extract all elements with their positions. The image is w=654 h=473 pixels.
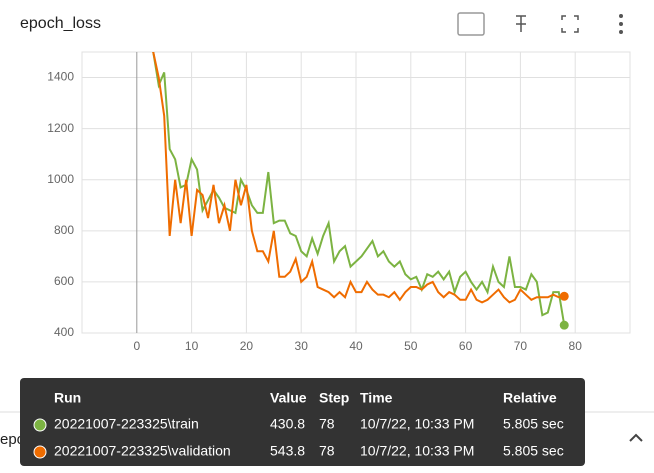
series-line bbox=[152, 52, 566, 326]
fit-icon[interactable] bbox=[457, 12, 485, 36]
pin-icon[interactable] bbox=[516, 15, 526, 32]
tooltip-header: Time bbox=[360, 390, 393, 406]
x-tick-label: 30 bbox=[295, 339, 309, 353]
fullscreen-icon[interactable] bbox=[561, 15, 579, 33]
run-swatch bbox=[33, 445, 47, 459]
x-tick-label: 50 bbox=[404, 339, 418, 353]
dot bbox=[619, 30, 623, 34]
tooltip-cell: 10/7/22, 10:33 PM bbox=[360, 443, 474, 459]
y-tick-label: 800 bbox=[54, 223, 74, 237]
y-tick-label: 600 bbox=[54, 274, 74, 288]
dot bbox=[619, 22, 623, 26]
toolbar[interactable] bbox=[457, 12, 579, 36]
x-tick-label: 10 bbox=[185, 339, 199, 353]
y-tick-label: 400 bbox=[54, 325, 74, 339]
tooltip-cell: 543.8 bbox=[270, 443, 305, 459]
y-tick-label: 1000 bbox=[47, 172, 74, 186]
series-group bbox=[152, 52, 566, 326]
tooltip-cell: 78 bbox=[319, 443, 335, 459]
x-tick-label: 20 bbox=[240, 339, 254, 353]
x-tick-label: 0 bbox=[133, 339, 140, 353]
tooltip-cell: 10/7/22, 10:33 PM bbox=[360, 416, 474, 432]
menu-icon[interactable] bbox=[619, 14, 623, 34]
y-tick-label: 1400 bbox=[47, 70, 74, 84]
run-swatch bbox=[33, 418, 47, 432]
tooltip-bg bbox=[20, 378, 585, 466]
tooltip-cell: 20221007-223325\validation bbox=[54, 443, 231, 459]
tooltip-header: Step bbox=[319, 390, 349, 406]
end-marker bbox=[559, 291, 569, 301]
end-marker bbox=[559, 320, 569, 330]
y-tick-label: 1200 bbox=[47, 121, 74, 135]
tooltip-header: Relative bbox=[503, 390, 557, 406]
tooltip-cell: 5.805 sec bbox=[503, 416, 564, 432]
tooltip-cell: 20221007-223325\train bbox=[54, 416, 199, 432]
tooltip-cell: 430.8 bbox=[270, 416, 305, 432]
x-tick-label: 80 bbox=[569, 339, 583, 353]
x-tick-label: 70 bbox=[514, 339, 528, 353]
dot bbox=[619, 14, 623, 18]
tooltip: Run Value Step Time Relative 20221007-223325\… bbox=[20, 378, 585, 466]
card-title: epoch_loss bbox=[20, 15, 101, 32]
tooltip-header: Value bbox=[270, 390, 307, 406]
tooltip-cell: 5.805 sec bbox=[503, 443, 564, 459]
tooltip-cell: 78 bbox=[319, 416, 335, 432]
expand-chevron[interactable] bbox=[629, 433, 643, 442]
series-line bbox=[152, 52, 565, 304]
tooltip-header: Run bbox=[54, 390, 81, 406]
x-tick-label: 40 bbox=[349, 339, 363, 353]
plot: 400 600 800 1000 1200 1400 0 10 20 30 40 50 60 70 80 bbox=[47, 51, 631, 353]
x-tick-label: 60 bbox=[459, 339, 473, 353]
